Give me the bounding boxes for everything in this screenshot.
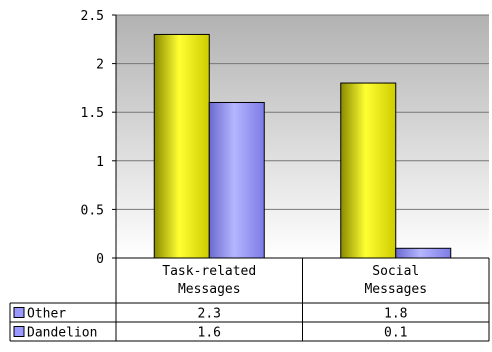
category-label: Messages [364, 282, 427, 297]
category-label: Task-related [162, 264, 256, 279]
y-tick-label: 0.5 [81, 203, 104, 218]
series-name: Other [27, 307, 66, 322]
legend-key-other [13, 307, 25, 318]
y-tick-label: 1 [96, 155, 104, 170]
legend-key-dandelion [13, 326, 25, 337]
bar-other-2 [340, 82, 397, 259]
data-label: 2.3 [198, 307, 221, 322]
data-table: Task-related Messages Social Messages Other 2… [9, 258, 490, 342]
data-label: 1.8 [384, 307, 407, 322]
bar-dandelion-1 [208, 101, 265, 259]
y-tick-label: 2 [96, 58, 104, 73]
bar-other-1 [153, 33, 210, 259]
bars [153, 33, 452, 259]
y-tick-label: 2.5 [81, 9, 104, 24]
bar-dandelion-2 [395, 247, 452, 259]
category-label: Messages [178, 282, 241, 297]
data-label: 1.6 [198, 326, 221, 341]
category-label: Social [372, 264, 419, 279]
y-tick-label: 0 [96, 252, 104, 267]
axes: 0 0.5 1 1.5 2 2.5 [81, 9, 489, 267]
y-tick-label: 1.5 [81, 106, 104, 121]
series-name: Dandelion [27, 326, 97, 341]
data-label: 0.1 [384, 326, 407, 341]
